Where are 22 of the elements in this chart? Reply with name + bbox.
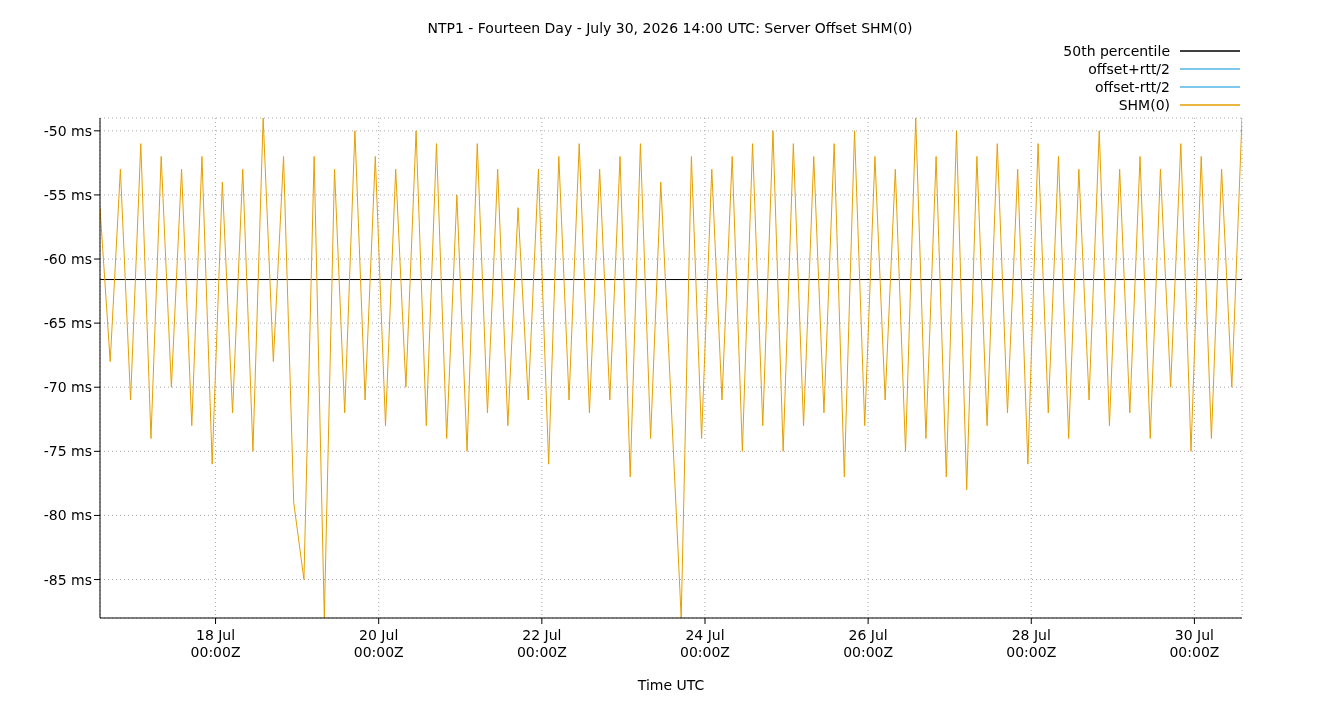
y-tick-label: -55 ms — [43, 186, 92, 203]
legend-label: offset-rtt/2 — [1094, 78, 1170, 96]
y-tick-label: -60 ms — [43, 251, 92, 267]
x-tick-label: 18 Jul 00:00Z — [190, 627, 241, 660]
x-tick-label: 26 Jul 00:00Z — [843, 627, 894, 660]
legend-label: 50th percentile — [1063, 42, 1170, 60]
line-series — [100, 118, 1242, 618]
x-tick-label: 28 Jul 00:00Z — [1006, 627, 1057, 660]
y-tick-label: -85 ms — [43, 571, 92, 588]
chart-title: NTP1 - Fourteen Day - July 30, 2026 14:00 UTC: Server Offset SHM(0) — [426, 20, 914, 36]
x-tick-label: 20 Jul 00:00Z — [353, 627, 404, 660]
legend-label: offset+rtt/2 — [1088, 60, 1170, 78]
x-tick-label: 24 Jul 00:00Z — [680, 627, 730, 660]
x-tick-label: 30 Jul 00:00Z — [1169, 627, 1220, 660]
x-axis-title: Time UTC — [636, 677, 705, 693]
x-tick-label: 22 Jul 00:00Z — [516, 627, 567, 660]
y-tick-label: -65 ms — [43, 315, 92, 332]
y-tick-label: -75 ms — [43, 443, 92, 460]
y-tick-label: -80 ms — [43, 507, 92, 524]
legend-label: SHM(0) — [1118, 96, 1170, 114]
y-tick-label: -50 ms — [43, 122, 92, 139]
y-tick-label: -70 ms — [43, 379, 92, 396]
